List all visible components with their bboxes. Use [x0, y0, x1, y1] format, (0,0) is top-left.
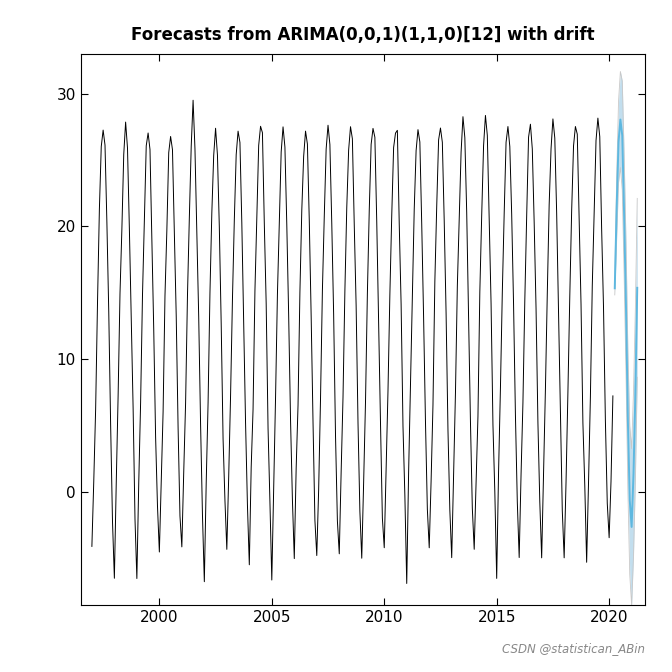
Text: CSDN @statistican_ABin: CSDN @statistican_ABin: [502, 642, 645, 655]
Title: Forecasts from ARIMA(0,0,1)(1,1,0)[12] with drift: Forecasts from ARIMA(0,0,1)(1,1,0)[12] w…: [131, 26, 595, 44]
